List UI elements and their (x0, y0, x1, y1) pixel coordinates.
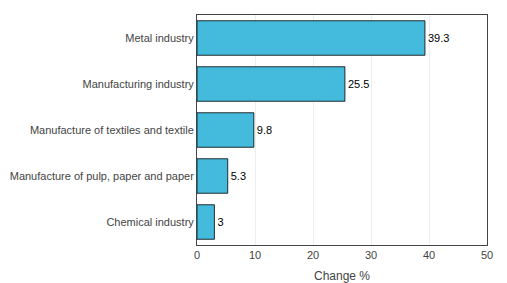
svg-text:Manufacturing industry: Manufacturing industry (83, 78, 195, 90)
svg-text:39.3: 39.3 (428, 32, 449, 44)
svg-text:9.8: 9.8 (257, 124, 272, 136)
svg-text:Chemical industry: Chemical industry (106, 216, 194, 228)
svg-text:30: 30 (365, 249, 377, 261)
svg-text:5.3: 5.3 (231, 170, 246, 182)
svg-text:3: 3 (217, 216, 223, 228)
svg-text:40: 40 (423, 249, 435, 261)
svg-text:Metal industry: Metal industry (125, 32, 194, 44)
svg-text:Manufacture of pulp, paper and: Manufacture of pulp, paper and paper (10, 170, 194, 182)
svg-text:Change %: Change % (314, 269, 370, 283)
svg-text:10: 10 (249, 249, 261, 261)
svg-text:50: 50 (481, 249, 493, 261)
svg-text:25.5: 25.5 (348, 78, 369, 90)
svg-text:Manufacture of textiles and te: Manufacture of textiles and textile (30, 124, 194, 136)
svg-text:20: 20 (307, 249, 319, 261)
svg-text:0: 0 (194, 249, 200, 261)
